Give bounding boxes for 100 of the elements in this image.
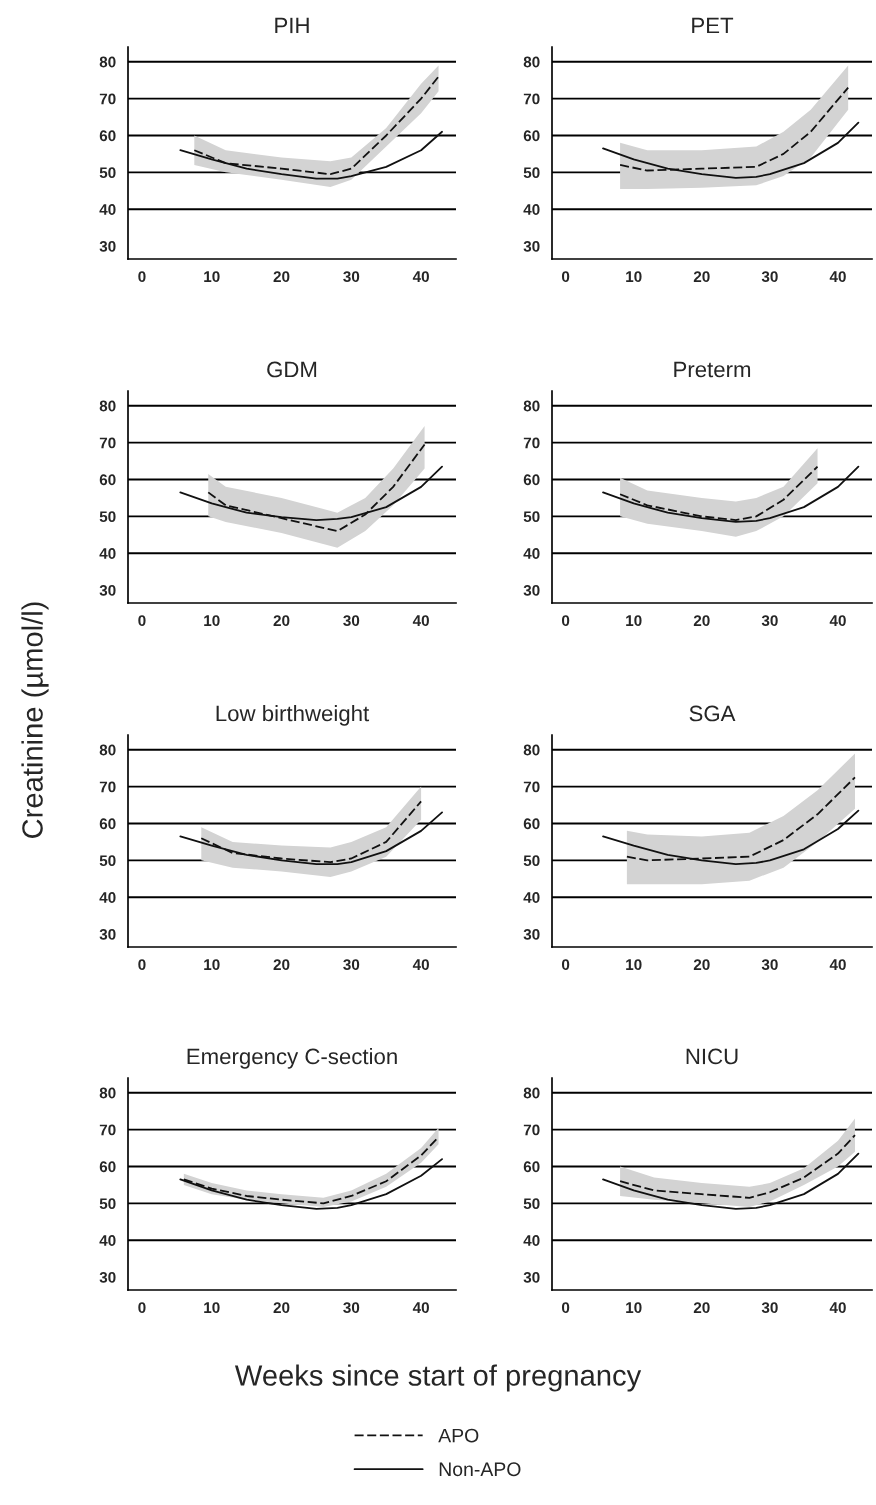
y-tick-label: 40 [99, 548, 116, 559]
y-tick-label: 50 [523, 511, 540, 523]
x-tick-label: 40 [829, 1302, 846, 1314]
x-tick-label: 0 [561, 615, 570, 627]
y-tick-label: 70 [523, 781, 540, 793]
x-tick-label: 0 [138, 615, 146, 627]
x-tick-label: 20 [693, 615, 710, 627]
x-tick-label: 20 [693, 1302, 710, 1314]
chart-title: SGA [689, 705, 736, 722]
x-tick-label: 10 [626, 615, 642, 627]
x-tick-label: 10 [204, 615, 220, 627]
y-tick-label: 80 [523, 744, 540, 756]
y-tick-label: 80 [523, 1087, 540, 1099]
legend-label: Non-APO [439, 1462, 521, 1477]
y-tick-label: 50 [99, 855, 116, 867]
y-tick-label: 70 [523, 1124, 540, 1136]
y-tick-label: 40 [99, 204, 116, 215]
y-tick-label: 50 [523, 855, 540, 867]
y-tick-label: 30 [523, 240, 540, 252]
y-tick-label: 60 [523, 1161, 540, 1173]
y-tick-label: 50 [99, 167, 116, 179]
y-tick-label: 40 [99, 892, 116, 903]
y-tick-label: 30 [523, 928, 540, 940]
y-tick-label: 70 [99, 781, 116, 793]
x-tick-label: 10 [626, 1302, 642, 1314]
chart-title: PET [692, 17, 734, 34]
x-tick-label: 20 [273, 959, 290, 971]
y-tick-label: 70 [99, 437, 116, 449]
y-tick-label: 30 [99, 584, 116, 596]
x-tick-label: 20 [273, 271, 290, 283]
y-tick-label: 80 [99, 400, 116, 412]
y-tick-label: 30 [99, 240, 116, 252]
chart-title: Emergency C-section [187, 1048, 397, 1069]
x-tick-label: 0 [138, 271, 146, 283]
x-tick-label: 30 [761, 959, 778, 971]
y-tick-label: 50 [99, 511, 116, 523]
x-tick-label: 0 [138, 1302, 146, 1314]
x-tick-label: 40 [829, 959, 846, 971]
chart-title: Low birthweight [216, 705, 370, 726]
y-tick-label: 80 [523, 400, 540, 412]
x-tick-label: 0 [561, 959, 570, 971]
chart-title: NICU [686, 1048, 738, 1065]
x-tick-label: 10 [204, 271, 220, 283]
x-tick-label: 40 [412, 959, 429, 971]
y-tick-label: 40 [523, 548, 540, 559]
x-tick-label: 20 [273, 615, 290, 627]
y-tick-label: 30 [523, 584, 540, 596]
chart-title: GDM [267, 361, 317, 378]
y-tick-label: 70 [99, 1124, 116, 1136]
y-tick-label: 60 [523, 474, 540, 486]
chart-title: Preterm [674, 361, 751, 378]
x-tick-label: 30 [343, 1302, 360, 1314]
y-tick-label: 30 [523, 1271, 540, 1283]
x-tick-label: 30 [761, 615, 778, 627]
y-tick-label: 70 [99, 93, 116, 105]
y-axis-title: Creatinine (µmol/l) [21, 602, 49, 838]
y-tick-label: 40 [99, 1235, 116, 1246]
x-tick-label: 20 [273, 1302, 290, 1314]
x-tick-label: 10 [204, 959, 220, 971]
x-tick-label: 40 [412, 1302, 429, 1314]
y-tick-label: 50 [523, 1198, 540, 1210]
x-tick-label: 0 [138, 959, 146, 971]
y-tick-label: 60 [99, 818, 116, 830]
y-tick-label: 50 [523, 167, 540, 179]
y-tick-label: 40 [523, 204, 540, 215]
y-tick-label: 60 [99, 474, 116, 486]
y-tick-label: 60 [99, 130, 116, 142]
y-tick-label: 60 [523, 818, 540, 830]
y-tick-label: 80 [523, 56, 540, 68]
x-tick-label: 10 [204, 1302, 220, 1314]
y-tick-label: 60 [99, 1161, 116, 1173]
x-tick-label: 20 [693, 271, 710, 283]
x-tick-label: 40 [412, 615, 429, 627]
x-tick-label: 20 [693, 959, 710, 971]
x-tick-label: 30 [761, 1302, 778, 1314]
chart-title: PIH [275, 17, 309, 34]
x-tick-label: 10 [626, 271, 642, 283]
y-tick-label: 70 [523, 93, 540, 105]
y-tick-label: 50 [99, 1198, 116, 1210]
x-tick-label: 10 [626, 959, 642, 971]
x-tick-label: 30 [761, 271, 778, 283]
y-tick-label: 40 [523, 892, 540, 903]
y-tick-label: 30 [99, 1271, 116, 1283]
y-tick-label: 30 [99, 928, 116, 940]
x-axis-title: Weeks since start of pregnancy [234, 1364, 642, 1392]
x-tick-label: 40 [412, 271, 429, 283]
y-tick-label: 60 [523, 130, 540, 142]
y-tick-label: 80 [99, 1087, 116, 1099]
x-tick-label: 40 [829, 615, 846, 627]
y-tick-label: 40 [523, 1235, 540, 1246]
y-tick-label: 80 [99, 56, 116, 68]
x-tick-label: 0 [561, 1302, 570, 1314]
x-tick-label: 0 [561, 271, 570, 283]
y-tick-label: 70 [523, 437, 540, 449]
x-tick-label: 30 [343, 615, 360, 627]
x-tick-label: 30 [343, 271, 360, 283]
x-tick-label: 30 [343, 959, 360, 971]
y-tick-label: 80 [99, 744, 116, 756]
x-tick-label: 40 [829, 271, 846, 283]
legend-label: APO [438, 1428, 479, 1443]
